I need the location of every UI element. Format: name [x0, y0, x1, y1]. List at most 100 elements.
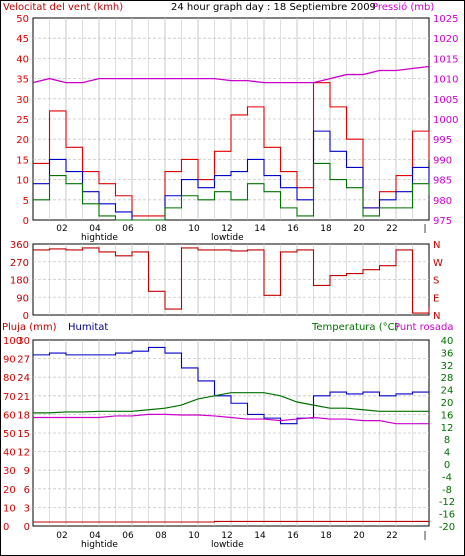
direction-y-tick: 180 — [10, 276, 29, 287]
humidity-y-tick: 80 — [3, 373, 16, 384]
panel-humidity-ticks: 0102030405060708090100036912151821242730… — [3, 336, 455, 541]
pressure-y-tick: 1005 — [433, 95, 458, 106]
pressure-y-tick: 975 — [433, 216, 452, 227]
compass-y-tick: N — [433, 240, 440, 251]
x-tick-label: 04 — [89, 224, 101, 234]
direction-y-tick: 360 — [10, 240, 29, 251]
pressure-y-tick: 995 — [433, 135, 452, 146]
temperature-y-tick: 32 — [441, 361, 454, 372]
x-tick-label: 12 — [221, 224, 232, 234]
direction-y-tick: 270 — [10, 258, 29, 269]
wind-y-tick: 35 — [16, 75, 29, 86]
wind-y-tick: 5 — [23, 196, 29, 207]
pressure-y-tick: 1010 — [433, 75, 458, 86]
rain-axis-title: Pluja (mm) — [2, 322, 57, 333]
pressure-y-tick: 1015 — [433, 54, 458, 65]
pressure-y-tick: 980 — [433, 196, 452, 207]
humidity-axis-title: Humitat — [68, 322, 108, 333]
temperature-y-tick: 28 — [441, 373, 454, 384]
rain-y-tick: 6 — [24, 485, 30, 496]
x-tick-label: 22 — [386, 224, 397, 234]
rain-y-tick: 0 — [24, 522, 30, 533]
panel-direction-series — [33, 247, 430, 314]
rain-y-tick: 24 — [17, 373, 30, 384]
pressure-y-tick: 990 — [433, 155, 452, 166]
rain-y-tick: 30 — [17, 336, 30, 347]
dewpoint-axis-title: Punt rosada — [394, 322, 453, 333]
humidity-y-tick: 70 — [3, 392, 16, 403]
rain-y-tick: 15 — [17, 429, 30, 440]
pressure-y-tick: 1025 — [433, 14, 458, 25]
direction-y-tick: 90 — [16, 293, 29, 304]
x-tick-label: 18 — [320, 531, 332, 541]
pressure-y-tick: 985 — [433, 176, 452, 187]
x-tick-label: 16 — [287, 531, 299, 541]
lowtide-label-bottom: lowtide — [211, 540, 244, 550]
x-tick-label: 06 — [122, 531, 134, 541]
panel-wind-ticks: 0510152025303540455097598098599099510001… — [16, 14, 458, 234]
wind-y-tick: 0 — [23, 216, 29, 227]
temperature-y-tick: 20 — [441, 398, 454, 409]
x-tick-label: 08 — [155, 224, 167, 234]
panel-humidity-series — [33, 346, 430, 523]
lowtide-label-top: lowtide — [211, 233, 244, 243]
temperature-y-tick: 40 — [441, 336, 454, 347]
humidity-y-tick: 100 — [3, 336, 22, 347]
x-tick-label: 20 — [353, 531, 365, 541]
x-tick-label: 10 — [188, 224, 200, 234]
wind-y-tick: 20 — [16, 135, 29, 146]
humidity-y-tick: 30 — [3, 466, 16, 477]
x-tick-label: 02 — [56, 531, 67, 541]
humidity-y-tick: 60 — [3, 410, 16, 421]
x-tick-label: | — [423, 224, 426, 234]
x-tick-label: 14 — [254, 224, 266, 234]
x-tick-label: 16 — [287, 224, 299, 234]
humidity-y-tick: 10 — [3, 503, 16, 514]
temperature-y-tick: 12 — [441, 423, 454, 434]
rain-y-tick: 21 — [17, 392, 30, 403]
x-tick-label: 18 — [320, 224, 332, 234]
humidity-line — [33, 346, 430, 425]
compass-y-tick: S — [433, 276, 439, 287]
rain-y-tick: 3 — [24, 503, 30, 514]
wind-y-tick: 30 — [16, 95, 29, 106]
x-tick-label: 04 — [89, 531, 101, 541]
pressure-line — [32, 65, 430, 84]
rain-y-tick: 9 — [24, 466, 30, 477]
compass-y-tick: E — [433, 293, 439, 304]
humidity-y-tick: 90 — [3, 355, 16, 366]
wind-y-tick: 10 — [16, 176, 29, 187]
x-tick-label: 14 — [254, 531, 266, 541]
x-tick-label: 02 — [56, 224, 67, 234]
temperature-y-tick: -4 — [442, 472, 452, 483]
temperature-y-tick: 24 — [441, 386, 454, 397]
hightide-label-bottom: hightide — [81, 540, 118, 550]
temperature-y-tick: 36 — [441, 348, 454, 359]
humidity-y-tick: 50 — [3, 429, 16, 440]
humidity-y-tick: 0 — [3, 522, 9, 533]
wind-min-line — [33, 162, 430, 221]
temperature-y-tick: 0 — [444, 460, 450, 471]
rain-y-tick: 18 — [17, 410, 30, 421]
wind-avg-line — [33, 130, 430, 221]
x-tick-label: 12 — [221, 531, 232, 541]
hightide-label-top: hightide — [81, 233, 118, 243]
wind-y-tick: 25 — [16, 115, 29, 126]
x-tick-label: 22 — [386, 531, 397, 541]
rain-y-tick: 27 — [17, 355, 30, 366]
pressure-y-tick: 1000 — [433, 115, 458, 126]
wind-y-tick: 40 — [16, 54, 29, 65]
direction-y-tick: 0 — [23, 311, 29, 322]
temperature-y-tick: -8 — [442, 485, 452, 496]
temperature-y-tick: -20 — [439, 522, 455, 533]
panel-humidity-grid — [33, 340, 429, 526]
temperature-y-tick: 8 — [444, 435, 450, 446]
wind-y-tick: 45 — [16, 34, 29, 45]
x-tick-label: 08 — [155, 531, 167, 541]
temperature-y-tick: -16 — [439, 510, 455, 521]
wind-axis-title: Velocitat del vent (kmh) — [3, 2, 123, 13]
wind-y-tick: 15 — [16, 155, 29, 166]
temperature-line — [33, 392, 429, 414]
